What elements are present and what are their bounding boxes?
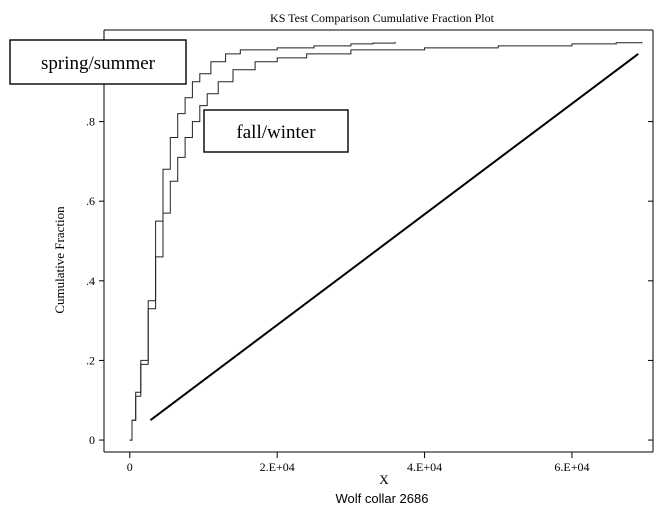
y-axis-title: Cumulative Fraction: [52, 206, 67, 314]
y-tick-label-0: 0: [89, 433, 95, 447]
annotation-fall-winter: fall/winter: [203, 109, 349, 153]
annotation-box-spring-summer: [9, 39, 187, 85]
chart-title: KS Test Comparison Cumulative Fraction P…: [270, 11, 495, 25]
series-line-fall-winter: [129, 41, 643, 441]
y-tick-label-2: .4: [86, 274, 95, 288]
y-tick-label-1: .2: [86, 353, 95, 367]
x-axis-title: X: [379, 472, 389, 487]
x-tick-label-2: 4.E+04: [407, 460, 442, 474]
annotation-label-spring-summer: spring/summer: [41, 53, 156, 74]
y-axis-ticks: 0 .2 .4 .6 .8: [86, 115, 653, 447]
series-group: [129, 41, 643, 441]
reference-line: [149, 53, 639, 421]
y-tick-label-3: .6: [86, 194, 95, 208]
plot-area: [103, 29, 654, 453]
y-tick-label-4: .8: [86, 115, 95, 129]
series-line-spring-summer: [129, 41, 396, 441]
x-tick-label-1: 2.E+04: [260, 460, 295, 474]
annotation-label-fall-winter: fall/winter: [236, 122, 316, 143]
annotation-box-fall-winter: [203, 109, 349, 153]
x-tick-label-3: 6.E+04: [554, 460, 589, 474]
annotation-spring-summer: spring/summer: [9, 39, 187, 85]
x-axis-ticks: 0 2.E+04 4.E+04 6.E+04: [127, 452, 589, 474]
x-tick-label-0: 0: [127, 460, 133, 474]
chart-caption: Wolf collar 2686: [336, 491, 429, 506]
